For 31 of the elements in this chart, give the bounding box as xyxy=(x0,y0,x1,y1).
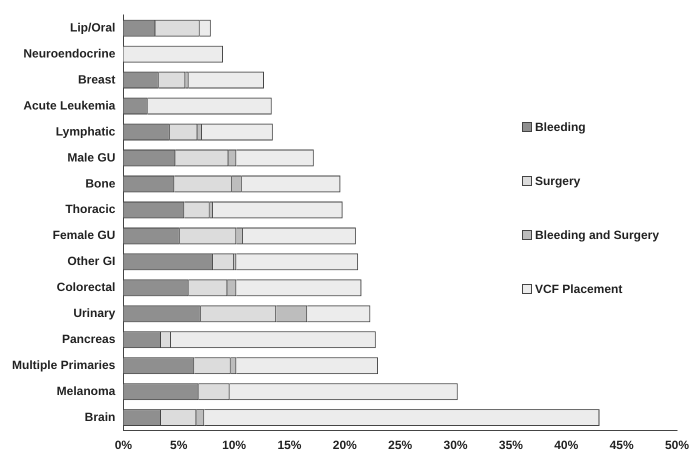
legend-label: Bleeding and Surgery xyxy=(534,228,659,242)
y-tick-label: Urinary xyxy=(73,306,116,320)
y-tick-label: Melanoma xyxy=(56,384,116,398)
x-tick-label: 50% xyxy=(664,438,690,452)
legend-label: VCF Placement xyxy=(534,282,622,296)
x-tick-label: 5% xyxy=(170,438,188,452)
x-tick-label: 0% xyxy=(114,438,132,452)
y-tick-label: Other GI xyxy=(67,254,116,268)
legend-label: Surgery xyxy=(534,174,580,188)
x-tick-label: 45% xyxy=(610,438,634,452)
x-tick-label: 35% xyxy=(498,438,524,452)
legend-label: Bleeding xyxy=(534,120,586,134)
y-tick-label: Acute Leukemia xyxy=(23,98,116,112)
y-tick-label: Male GU xyxy=(67,150,116,164)
y-tick-label: Lip/Oral xyxy=(70,20,116,34)
y-tick-label: Breast xyxy=(78,72,116,86)
y-tick-label: Bone xyxy=(85,176,116,190)
x-tick-label: 40% xyxy=(554,438,579,452)
y-tick-label: Brain xyxy=(84,410,116,424)
y-tick-label: Female GU xyxy=(52,228,116,242)
y-tick-label: Thoracic xyxy=(65,202,116,216)
x-tick-label: 15% xyxy=(277,438,302,452)
y-tick-label: Multiple Primaries xyxy=(12,358,116,372)
y-tick-label: Neuroendocrine xyxy=(23,46,116,60)
y-tick-label: Colorectal xyxy=(56,280,116,294)
x-tick-label: 20% xyxy=(332,438,358,452)
y-tick-label: Pancreas xyxy=(62,332,116,346)
x-tick-label: 30% xyxy=(444,438,468,452)
x-tick-label: 10% xyxy=(222,438,246,452)
y-tick-label: Lymphatic xyxy=(56,124,116,138)
x-tick-label: 25% xyxy=(388,438,413,452)
